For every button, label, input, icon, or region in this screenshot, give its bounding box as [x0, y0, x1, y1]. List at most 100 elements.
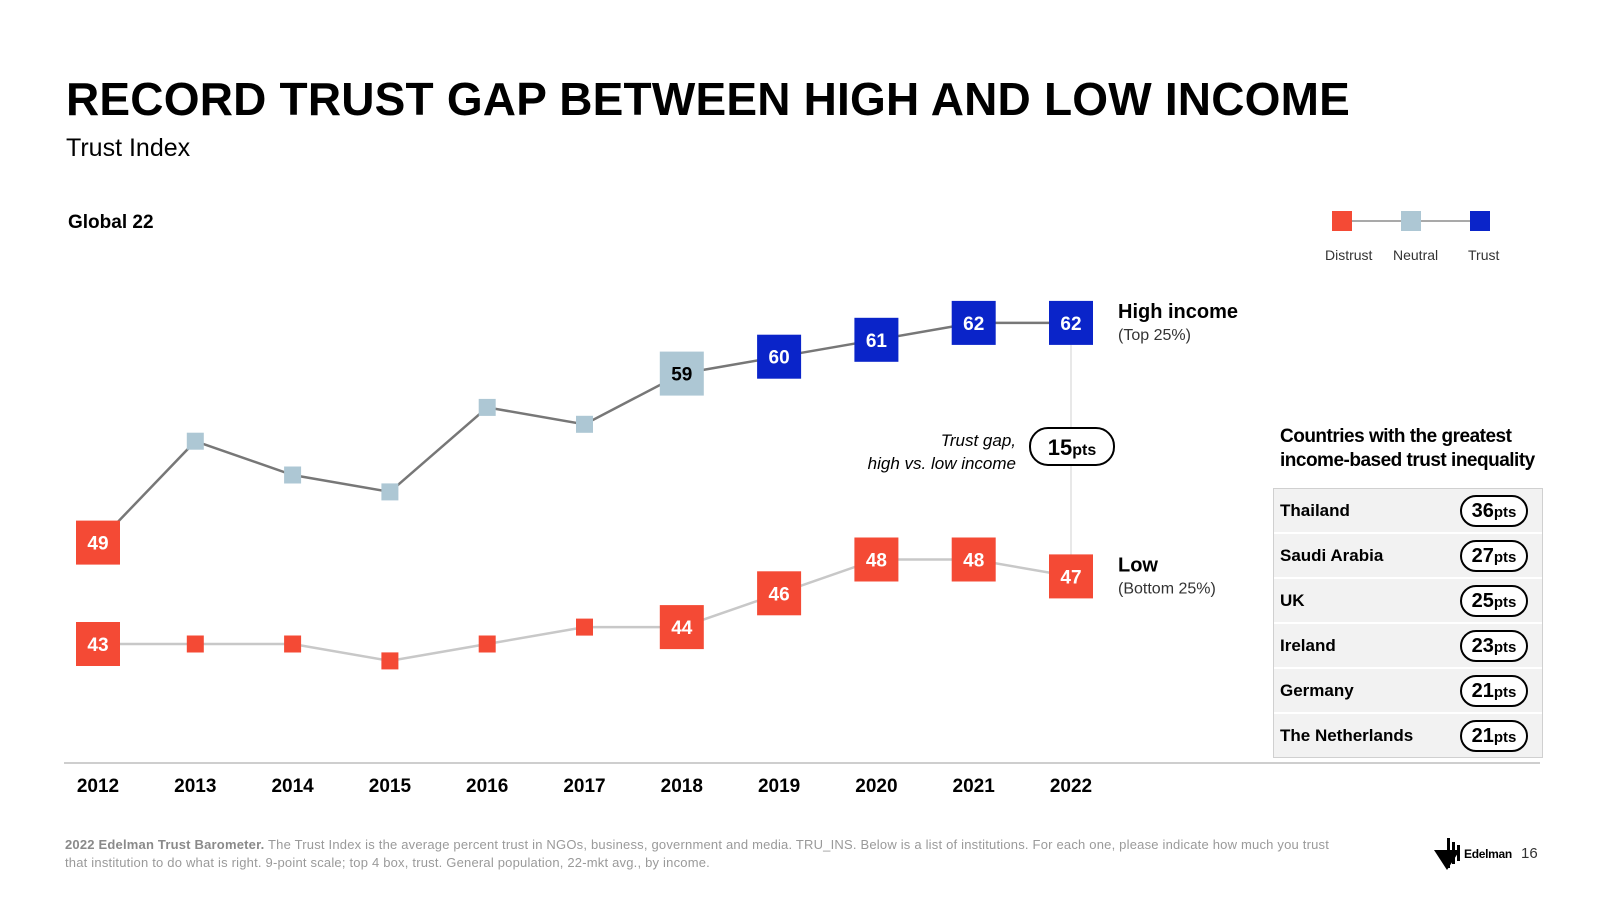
gap-pill: 36pts — [1460, 495, 1528, 527]
gap-label: high vs. low income — [868, 454, 1016, 473]
gap-unit: pts — [1493, 594, 1517, 611]
data-point — [854, 537, 899, 582]
table-row: Ireland 23pts — [1274, 624, 1542, 669]
data-label: 60 — [769, 348, 790, 369]
legend-trust-label: Trust — [1468, 247, 1500, 263]
gap-value: 21 — [1471, 725, 1494, 747]
data-point — [76, 520, 120, 565]
data-point — [659, 351, 704, 396]
legend-connector — [1352, 220, 1401, 222]
table-row: Germany 21pts — [1274, 669, 1542, 714]
table-row: Thailand 36pts — [1274, 489, 1542, 534]
page-title: RECORD TRUST GAP BETWEEN HIGH AND LOW IN… — [66, 73, 1351, 125]
x-tick-label: 2016 — [466, 776, 508, 797]
data-label: 47 — [1060, 567, 1081, 588]
countries-title-line2: income-based trust inequality — [1280, 450, 1535, 471]
x-tick-label: 2020 — [855, 776, 897, 797]
data-point — [284, 466, 302, 484]
country-name: Ireland — [1280, 636, 1336, 655]
edelman-logo-text: Edelman — [1464, 847, 1512, 861]
gap-pill: 27pts — [1460, 540, 1528, 572]
countries-table: Thailand 36pts Saudi Arabia 27pts UK 25p… — [1273, 488, 1543, 758]
table-row: The Netherlands 21pts — [1274, 714, 1542, 757]
data-label: 62 — [963, 314, 984, 335]
footnote: 2022 Edelman Trust Barometer. The Trust … — [65, 836, 1335, 872]
series-sublabel: (Bottom 25%) — [1118, 580, 1216, 597]
gap-unit: pts — [1493, 504, 1517, 521]
page-number: 16 — [1521, 845, 1538, 862]
legend-distrust-label: Distrust — [1325, 247, 1373, 263]
series-line-low-income — [98, 558, 1072, 663]
data-label: 48 — [963, 551, 984, 572]
data-label: 49 — [87, 534, 108, 555]
x-tick-label: 2015 — [369, 776, 412, 797]
data-label: 62 — [1060, 314, 1081, 335]
footnote-text: The Trust Index is the average percent t… — [65, 837, 1330, 870]
country-name: The Netherlands — [1280, 726, 1414, 745]
gap-value: 15pts — [1048, 435, 1097, 460]
country-name: Thailand — [1280, 501, 1350, 520]
data-point — [381, 652, 399, 670]
legend-neutral-swatch — [1401, 211, 1421, 231]
legend-trust-swatch — [1470, 211, 1490, 231]
data-label: 59 — [671, 365, 692, 386]
data-label: 43 — [87, 635, 108, 656]
data-point — [951, 300, 996, 345]
gap-pill: 21pts — [1460, 675, 1528, 707]
chart-scope-label: Global 22 — [68, 212, 154, 233]
data-point — [478, 398, 496, 416]
country-name: Saudi Arabia — [1280, 546, 1384, 565]
data-point — [186, 432, 204, 450]
countries-table-title: Countries with the greatest income-based… — [1280, 425, 1550, 473]
x-tick-label: 2019 — [758, 776, 800, 797]
footnote-source: 2022 Edelman Trust Barometer. — [65, 837, 265, 852]
gap-pill: 25pts — [1460, 585, 1528, 617]
country-name: Germany — [1280, 681, 1354, 700]
data-label: 48 — [866, 551, 887, 572]
gap-unit: pts — [1493, 684, 1517, 701]
series-name-label: High income — [1118, 301, 1238, 323]
data-point — [576, 415, 593, 433]
edelman-logo-icon — [1434, 838, 1460, 870]
x-tick-label: 2013 — [174, 776, 216, 797]
gap-value-pill — [1029, 427, 1115, 466]
gap-value: 25 — [1471, 590, 1494, 612]
gap-value: 27 — [1471, 545, 1494, 567]
x-tick-label: 2012 — [77, 776, 119, 797]
data-point — [1049, 554, 1093, 599]
x-tick-label: 2014 — [271, 776, 314, 797]
gap-unit: pts — [1493, 549, 1517, 566]
legend: Distrust Neutral Trust — [1325, 211, 1550, 271]
data-label: 61 — [866, 331, 888, 352]
page-subtitle: Trust Index — [66, 134, 191, 162]
data-point — [76, 622, 120, 666]
data-point — [757, 334, 802, 379]
countries-title-line1: Countries with the greatest — [1280, 426, 1512, 447]
x-tick-label: 2022 — [1050, 776, 1092, 797]
gap-pill: 23pts — [1460, 630, 1528, 662]
data-point — [186, 635, 204, 653]
gap-value: 21 — [1471, 680, 1494, 702]
gap-value: 23 — [1471, 635, 1494, 657]
table-row: Saudi Arabia 27pts — [1274, 534, 1542, 579]
gap-label: Trust gap, — [941, 431, 1016, 450]
data-point — [284, 635, 302, 653]
data-point — [381, 483, 399, 501]
data-point — [478, 635, 496, 653]
gap-unit: pts — [1493, 729, 1517, 746]
legend-connector — [1421, 220, 1470, 222]
data-point — [659, 605, 704, 650]
data-point — [854, 317, 899, 362]
data-point — [1049, 300, 1093, 345]
gap-value: 36 — [1471, 500, 1494, 522]
data-label: 44 — [671, 618, 693, 639]
legend-neutral-label: Neutral — [1393, 247, 1439, 263]
series-sublabel: (Top 25%) — [1118, 327, 1191, 344]
series-name-label: Low — [1118, 554, 1158, 576]
legend-distrust-swatch — [1332, 211, 1352, 231]
data-point — [951, 537, 996, 582]
data-point — [757, 571, 802, 616]
gap-pill: 21pts — [1460, 720, 1528, 752]
table-row: UK 25pts — [1274, 579, 1542, 624]
